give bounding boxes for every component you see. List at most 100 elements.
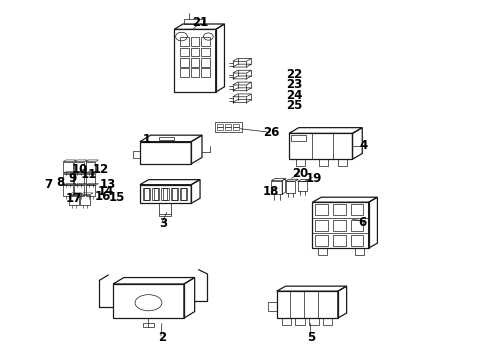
Bar bbox=[143, 188, 150, 201]
Bar bbox=[152, 188, 159, 201]
Bar bbox=[113, 284, 184, 318]
Text: 7: 7 bbox=[45, 178, 52, 191]
Text: 9: 9 bbox=[69, 172, 76, 185]
Bar bbox=[233, 124, 239, 127]
Text: 11: 11 bbox=[80, 168, 97, 181]
Bar bbox=[225, 127, 231, 130]
Bar bbox=[323, 318, 332, 325]
Bar bbox=[295, 318, 305, 325]
Bar bbox=[159, 203, 171, 216]
Bar bbox=[289, 134, 352, 159]
Bar bbox=[201, 48, 210, 57]
Text: 1: 1 bbox=[142, 133, 150, 146]
Text: 6: 6 bbox=[358, 216, 367, 229]
Text: 16: 16 bbox=[95, 190, 112, 203]
Bar bbox=[191, 48, 199, 57]
Bar bbox=[282, 318, 292, 325]
Bar bbox=[86, 174, 96, 184]
Bar bbox=[180, 48, 189, 57]
Bar bbox=[180, 68, 189, 77]
Bar bbox=[286, 181, 295, 193]
Bar bbox=[268, 302, 277, 311]
Text: 8: 8 bbox=[57, 176, 65, 189]
Bar bbox=[319, 159, 328, 166]
Bar bbox=[296, 159, 305, 166]
Text: 13: 13 bbox=[100, 178, 116, 191]
Bar bbox=[333, 220, 345, 231]
Bar bbox=[174, 30, 216, 92]
Bar bbox=[161, 188, 169, 201]
Text: 26: 26 bbox=[263, 126, 280, 139]
Bar bbox=[355, 248, 364, 255]
Bar bbox=[159, 136, 174, 140]
Bar bbox=[63, 185, 73, 196]
Text: 21: 21 bbox=[192, 16, 208, 29]
Text: 17: 17 bbox=[66, 192, 82, 205]
Bar bbox=[80, 195, 90, 206]
Bar bbox=[163, 188, 167, 200]
Bar bbox=[316, 235, 328, 246]
Text: 14: 14 bbox=[98, 185, 114, 198]
Text: 2: 2 bbox=[158, 330, 166, 343]
Bar bbox=[292, 135, 306, 141]
Text: 4: 4 bbox=[359, 139, 368, 152]
Text: 20: 20 bbox=[292, 167, 308, 180]
Bar bbox=[350, 235, 363, 246]
Bar bbox=[172, 188, 176, 200]
Bar bbox=[215, 122, 242, 132]
Bar bbox=[225, 124, 231, 127]
Bar bbox=[86, 185, 96, 196]
Bar bbox=[191, 37, 199, 46]
Bar bbox=[201, 68, 210, 77]
Bar bbox=[180, 37, 189, 46]
Text: 15: 15 bbox=[109, 192, 125, 204]
Bar bbox=[233, 127, 239, 130]
Bar bbox=[154, 188, 158, 200]
Bar bbox=[140, 141, 191, 164]
Bar bbox=[318, 248, 327, 255]
Bar bbox=[140, 185, 191, 203]
Text: 23: 23 bbox=[286, 78, 302, 91]
Bar bbox=[74, 162, 84, 172]
Bar bbox=[143, 323, 154, 327]
Bar bbox=[271, 181, 282, 194]
Bar bbox=[191, 68, 199, 77]
Text: 5: 5 bbox=[307, 330, 315, 343]
Bar bbox=[63, 162, 73, 172]
Bar bbox=[74, 174, 84, 184]
Bar bbox=[277, 291, 338, 318]
Bar bbox=[217, 127, 222, 130]
Bar bbox=[133, 150, 140, 158]
Text: 24: 24 bbox=[286, 89, 302, 102]
Bar bbox=[350, 204, 363, 215]
Bar bbox=[217, 124, 222, 127]
Bar bbox=[316, 220, 328, 231]
Bar bbox=[309, 318, 319, 325]
Text: 19: 19 bbox=[305, 172, 321, 185]
Bar bbox=[298, 181, 307, 192]
Bar bbox=[350, 220, 363, 231]
Bar bbox=[86, 162, 96, 172]
Bar bbox=[145, 188, 149, 200]
Text: 22: 22 bbox=[286, 68, 302, 81]
Bar bbox=[171, 188, 178, 201]
Bar bbox=[191, 58, 199, 67]
Bar bbox=[63, 174, 73, 184]
Bar bbox=[184, 19, 203, 24]
Bar bbox=[338, 159, 346, 166]
Bar bbox=[313, 202, 368, 248]
Bar bbox=[201, 58, 210, 67]
Bar bbox=[180, 188, 187, 201]
Bar bbox=[180, 58, 189, 67]
Bar bbox=[333, 235, 345, 246]
Bar bbox=[181, 188, 186, 200]
Text: 12: 12 bbox=[93, 163, 109, 176]
Bar bbox=[333, 204, 345, 215]
Text: 3: 3 bbox=[159, 217, 167, 230]
Text: 25: 25 bbox=[286, 99, 302, 112]
Bar bbox=[69, 195, 79, 206]
Text: 18: 18 bbox=[263, 185, 279, 198]
Bar bbox=[74, 185, 84, 196]
Bar bbox=[316, 204, 328, 215]
Text: 10: 10 bbox=[72, 163, 88, 176]
